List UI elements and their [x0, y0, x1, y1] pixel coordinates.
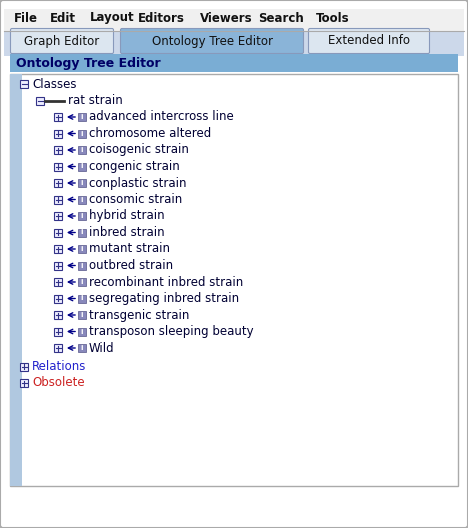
Bar [10, 54, 458, 72]
Text: hybrid strain: hybrid strain [89, 210, 165, 222]
Text: Classes: Classes [32, 78, 76, 90]
Text: Ontology Tree Editor: Ontology Tree Editor [16, 56, 161, 70]
Text: Relations: Relations [32, 360, 87, 373]
Text: congenic strain: congenic strain [89, 160, 180, 173]
FancyBboxPatch shape [10, 29, 114, 53]
Text: i: i [81, 196, 83, 203]
Text: mutant strain: mutant strain [89, 242, 170, 256]
Bar [54, 311, 62, 319]
Bar [78, 113, 86, 121]
Bar [78, 344, 86, 352]
Text: coisogenic strain: coisogenic strain [89, 144, 189, 156]
Text: advanced intercross line: advanced intercross line [89, 110, 234, 124]
Bar [20, 80, 28, 88]
Bar [78, 179, 86, 187]
Text: Ontology Tree Editor: Ontology Tree Editor [152, 34, 272, 48]
Text: i: i [81, 312, 83, 318]
Text: transgenic strain: transgenic strain [89, 308, 190, 322]
Bar [78, 129, 86, 137]
Text: Graph Editor: Graph Editor [24, 34, 100, 48]
Text: recombinant inbred strain: recombinant inbred strain [89, 276, 243, 288]
Bar [78, 261, 86, 269]
Bar [54, 344, 62, 352]
Text: i: i [81, 147, 83, 153]
Text: i: i [81, 230, 83, 235]
Bar [54, 179, 62, 187]
Text: inbred strain: inbred strain [89, 226, 165, 239]
Text: segregating inbred strain: segregating inbred strain [89, 292, 239, 305]
Bar [78, 311, 86, 319]
FancyBboxPatch shape [308, 29, 430, 53]
Bar [54, 295, 62, 303]
Bar [78, 163, 86, 171]
Bar [54, 163, 62, 171]
Bar [78, 212, 86, 220]
Text: chromosome altered: chromosome altered [89, 127, 211, 140]
Bar [78, 245, 86, 253]
Text: File: File [14, 12, 38, 24]
Text: outbred strain: outbred strain [89, 259, 173, 272]
FancyBboxPatch shape [120, 29, 304, 53]
Text: conplastic strain: conplastic strain [89, 176, 187, 190]
Bar [20, 379, 28, 387]
Text: Obsolete: Obsolete [32, 376, 85, 390]
Text: Tools: Tools [316, 12, 350, 24]
Bar [54, 278, 62, 286]
Text: i: i [81, 246, 83, 252]
Bar [10, 74, 22, 486]
Text: i: i [81, 180, 83, 186]
Bar [54, 113, 62, 121]
Bar [54, 261, 62, 269]
Text: Viewers: Viewers [200, 12, 253, 24]
Text: consomic strain: consomic strain [89, 193, 182, 206]
Text: i: i [81, 345, 83, 351]
Bar [36, 97, 44, 105]
Text: transposon sleeping beauty: transposon sleeping beauty [89, 325, 254, 338]
Text: Layout: Layout [90, 12, 135, 24]
Text: i: i [81, 130, 83, 137]
Bar [78, 278, 86, 286]
Bar [78, 229, 86, 237]
Text: Search: Search [258, 12, 304, 24]
Bar [78, 195, 86, 203]
Bar [78, 327, 86, 335]
Bar [54, 229, 62, 237]
Bar [78, 146, 86, 154]
Bar [10, 74, 458, 486]
Bar [54, 327, 62, 335]
Bar [54, 245, 62, 253]
Text: i: i [81, 279, 83, 285]
Bar [20, 363, 28, 371]
Text: Editors: Editors [138, 12, 185, 24]
Bar [4, 31, 464, 56]
Text: i: i [81, 114, 83, 120]
Text: i: i [81, 296, 83, 301]
Bar [54, 129, 62, 137]
Text: Extended Info: Extended Info [328, 34, 410, 48]
Bar [54, 212, 62, 220]
Text: rat strain: rat strain [68, 94, 123, 107]
Text: i: i [81, 328, 83, 335]
Text: i: i [81, 164, 83, 169]
Bar [54, 195, 62, 203]
Text: i: i [81, 213, 83, 219]
Bar [78, 295, 86, 303]
Text: i: i [81, 262, 83, 269]
Text: Edit: Edit [50, 12, 76, 24]
Bar [4, 9, 464, 31]
Bar [54, 146, 62, 154]
Text: Wild: Wild [89, 342, 115, 354]
